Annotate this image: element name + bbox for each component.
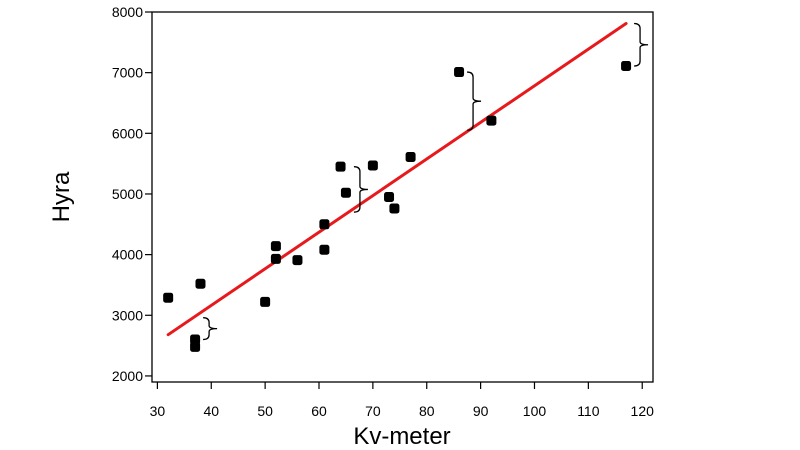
- residual-brace-layer: [203, 22, 649, 341]
- y-axis: 2000 3000 4000 5000 6000 7000 8000: [112, 4, 152, 384]
- data-point: [335, 161, 346, 172]
- y-tick-label: 5000: [112, 186, 143, 202]
- data-point: [270, 241, 281, 252]
- data-point: [319, 244, 330, 255]
- x-tick-label: 120: [631, 403, 655, 419]
- data-point: [621, 60, 632, 71]
- x-tick-label: 100: [523, 403, 547, 419]
- data-points: [163, 60, 632, 352]
- data-point: [389, 203, 400, 214]
- residual-brace: [353, 166, 368, 213]
- data-point: [190, 341, 201, 352]
- x-tick-label: 110: [577, 403, 600, 419]
- y-axis-title: Hyra: [48, 171, 75, 222]
- y-tick-label: 6000: [112, 125, 143, 141]
- data-point: [163, 292, 174, 303]
- x-tick-label: 50: [257, 403, 273, 419]
- x-axis-title: Kv-meter: [353, 423, 450, 450]
- data-point: [384, 192, 395, 202]
- plot-frame: [151, 11, 654, 383]
- data-point: [195, 278, 206, 289]
- data-point: [270, 253, 281, 264]
- data-point: [454, 67, 465, 78]
- x-tick-label: 60: [311, 403, 327, 419]
- data-point: [405, 151, 416, 162]
- y-tick-label: 4000: [112, 247, 143, 263]
- y-tick-label: 3000: [112, 307, 143, 323]
- residual-brace: [467, 71, 482, 131]
- data-point: [340, 187, 351, 198]
- x-tick-label: 80: [419, 403, 435, 419]
- y-tick-label: 2000: [112, 368, 143, 384]
- y-tick-label: 8000: [112, 4, 143, 20]
- data-point: [486, 115, 497, 126]
- residual-brace: [203, 317, 218, 341]
- x-axis: 30 40 50 60 70 80 90 100 110 120: [150, 382, 655, 419]
- x-tick-label: 40: [203, 403, 219, 419]
- regression-line: [166, 22, 628, 337]
- data-point: [292, 255, 303, 266]
- residual-brace: [634, 22, 649, 67]
- y-tick-label: 7000: [112, 65, 143, 81]
- x-tick-label: 70: [365, 403, 381, 419]
- data-point: [367, 160, 378, 171]
- x-tick-label: 30: [150, 403, 166, 419]
- data-point: [319, 219, 330, 230]
- fit-line-layer: [166, 22, 628, 337]
- data-point: [260, 296, 271, 307]
- x-tick-label: 90: [473, 403, 489, 419]
